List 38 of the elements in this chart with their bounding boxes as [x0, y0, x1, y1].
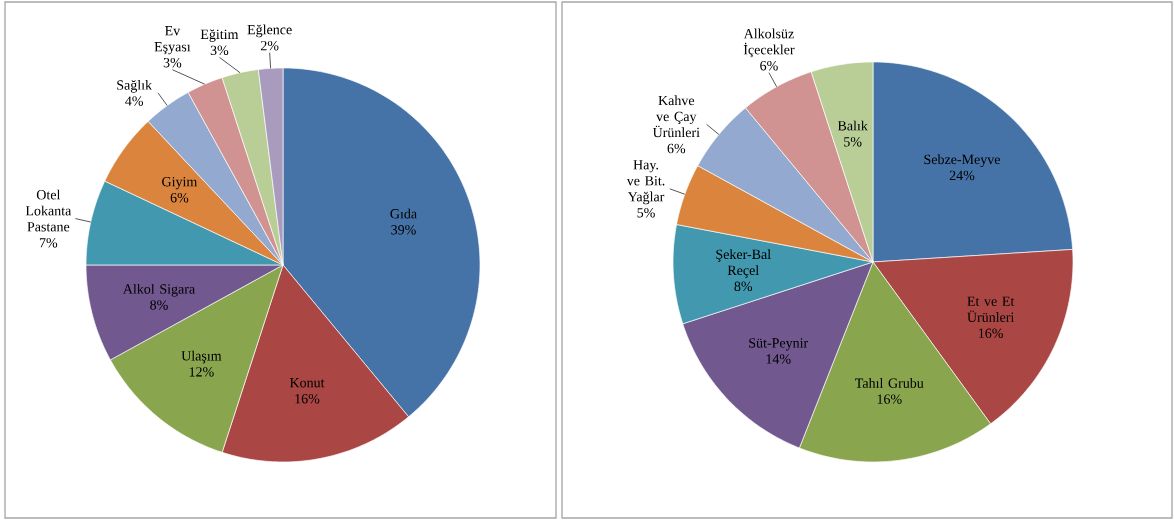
- slice-label: Balık: [837, 120, 868, 131]
- data-label: 39%: [391, 225, 416, 235]
- slice-label: Konut: [289, 378, 325, 388]
- data-label: 7%: [39, 238, 58, 248]
- slice-label: Giyim: [162, 176, 198, 190]
- data-label: 8%: [150, 300, 168, 310]
- data-label: 6%: [170, 192, 189, 203]
- slice-label: Otel Lokanta Pastane: [25, 189, 72, 232]
- slice-label: Süt-Peynir: [749, 338, 809, 351]
- slice-label: Tahıl Grubu: [855, 378, 924, 388]
- data-label: 14%: [766, 354, 791, 364]
- data-label: 3%: [163, 57, 182, 68]
- data-label: 3%: [210, 45, 229, 56]
- data-label: 2%: [260, 40, 279, 51]
- slice-label: Gıda: [390, 208, 417, 219]
- slice-label: Sebze-Meyve: [924, 154, 1000, 167]
- slice-label: Ev Eşyası: [154, 26, 191, 55]
- slice-label: Eğitim: [200, 29, 239, 42]
- data-label: 16%: [877, 394, 902, 404]
- data-label: 12%: [189, 367, 214, 377]
- slice-label: Alkol Sigara: [122, 283, 195, 297]
- data-label: 5%: [844, 137, 862, 147]
- slice-label: Kahve ve Çay Ürünleri: [652, 95, 700, 138]
- data-label: 24%: [949, 170, 975, 181]
- slice-label: Alkolsüz İçecekler: [743, 28, 795, 58]
- slice-label: Et ve Et Ürünleri: [967, 296, 1015, 322]
- slice-label: Eğlence: [247, 24, 292, 38]
- data-label: 5%: [637, 208, 655, 218]
- slice-label: Hay. ve Bit. Yağlar: [626, 160, 665, 205]
- data-label: 4%: [125, 96, 144, 106]
- slice-label: Ulaşım: [181, 350, 222, 364]
- data-label: 6%: [667, 143, 686, 154]
- slice-label: Sağlık: [117, 79, 153, 93]
- data-label: 6%: [760, 60, 778, 71]
- data-label: 16%: [295, 393, 320, 404]
- data-label: 8%: [734, 281, 753, 292]
- data-label: 16%: [979, 328, 1003, 339]
- slice-label: Şeker-Bal Reçel: [716, 249, 771, 278]
